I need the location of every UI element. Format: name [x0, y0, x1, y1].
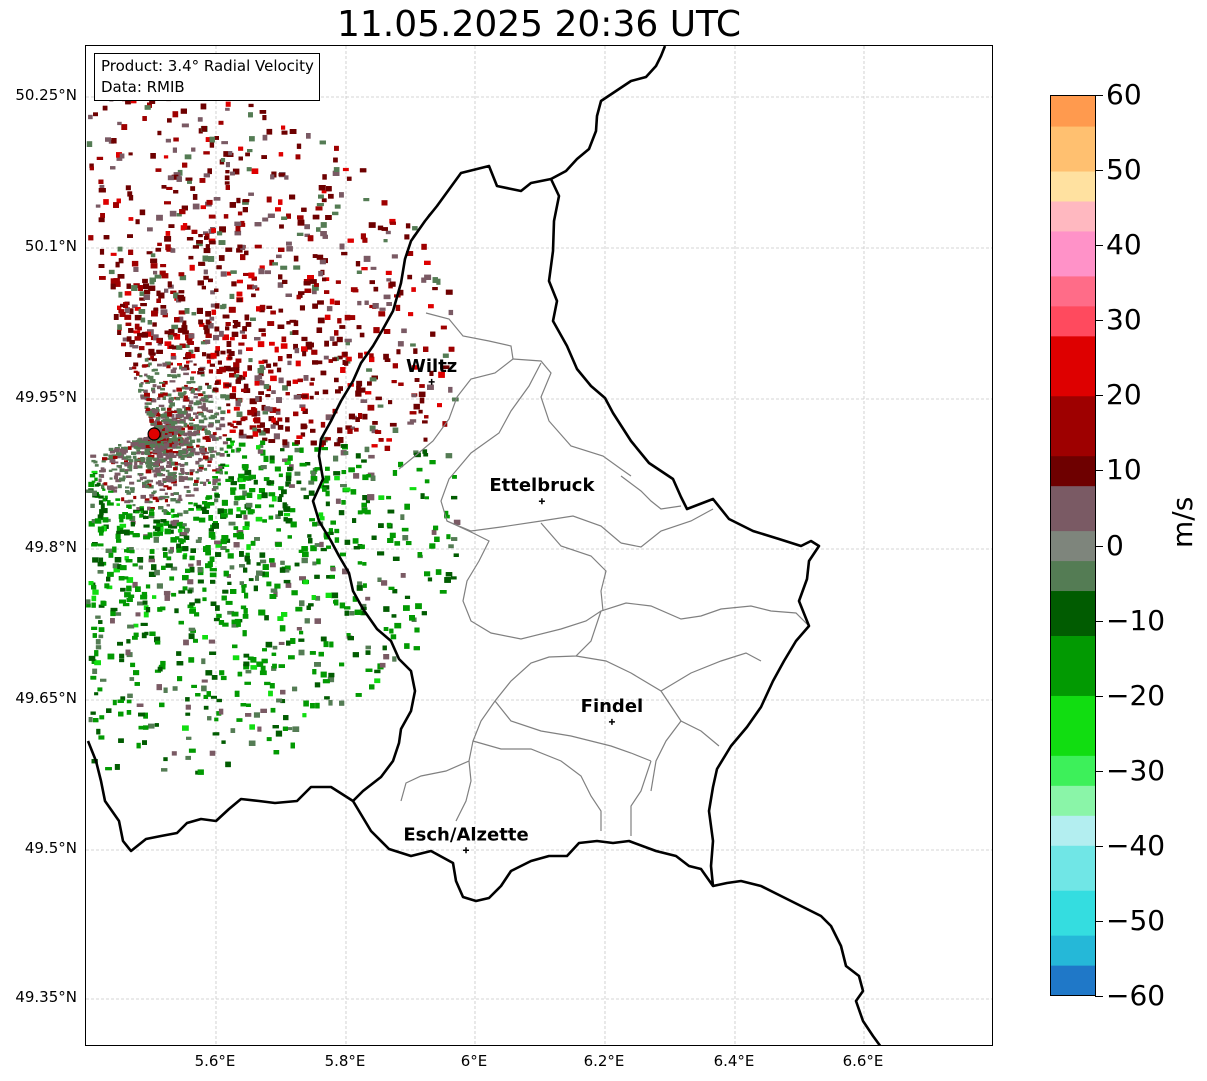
- city-marker-ettelbruck: [538, 498, 545, 505]
- map-title: 11.05.2025 20:36 UTC: [336, 4, 742, 45]
- colorbar-segment: [1051, 455, 1095, 487]
- colorbar-tick-label: 0: [1106, 528, 1124, 562]
- product-label: Product: 3.4° Radial Velocity: [101, 57, 314, 75]
- colorbar-tick-label: 30: [1106, 303, 1142, 337]
- colorbar-tick: [1095, 245, 1103, 247]
- radar-site-marker[interactable]: [147, 427, 161, 441]
- colorbar-tick-label: −20: [1106, 678, 1166, 712]
- colorbar-tick: [1095, 470, 1103, 472]
- city-label-ettelbruck: Ettelbruck: [489, 475, 595, 496]
- colorbar-gradient: [1051, 96, 1095, 995]
- country-borders: [86, 46, 882, 1045]
- radar-echoes: [86, 95, 461, 775]
- colorbar-segment: [1051, 170, 1095, 202]
- velocity-colorbar: [1050, 95, 1096, 996]
- product-info-box: Product: 3.4° Radial Velocity Data: RMIB: [94, 53, 320, 101]
- lon-label-6: 6°E: [460, 1052, 488, 1070]
- city-marker-esch-alzette: [463, 847, 470, 854]
- data-source-label: Data: RMIB: [101, 78, 185, 96]
- colorbar-tick: [1095, 545, 1103, 547]
- colorbar-tick: [1095, 320, 1103, 322]
- colorbar-segment: [1051, 230, 1095, 277]
- lon-label-6-2: 6.2°E: [583, 1052, 625, 1070]
- colorbar-segment: [1051, 815, 1095, 846]
- colorbar-segment: [1051, 890, 1095, 936]
- colorbar-tick-label: −50: [1106, 903, 1166, 937]
- colorbar-tick: [1095, 95, 1103, 96]
- colorbar-segment: [1051, 530, 1095, 562]
- colorbar-tick: [1095, 920, 1103, 922]
- colorbar-segment: [1051, 845, 1095, 891]
- lon-label-5-8: 5.8°E: [324, 1052, 366, 1070]
- colorbar-segment: [1051, 200, 1095, 232]
- colorbar-tick: [1095, 695, 1103, 697]
- lat-label-50-25: 50.25°N: [15, 86, 77, 104]
- colorbar-segment: [1051, 275, 1095, 307]
- city-marker-wiltz: [428, 378, 435, 385]
- city-label-esch-alzette: Esch/Alzette: [403, 824, 528, 845]
- city-marker-findel: [608, 718, 615, 725]
- colorbar-tick: [1095, 395, 1103, 397]
- colorbar-segment: [1051, 695, 1095, 756]
- colorbar-tick-label: −40: [1106, 828, 1166, 862]
- map-canvas[interactable]: Wiltz Ettelbruck Findel Esch/Alzette: [86, 46, 993, 1046]
- graticule: [86, 46, 992, 1045]
- colorbar-tick-label: −30: [1106, 753, 1166, 787]
- colorbar-segment: [1051, 560, 1095, 592]
- colorbar-tick-label: −10: [1106, 603, 1166, 637]
- lat-label-49-8: 49.8°N: [24, 538, 77, 556]
- colorbar-tick-label: 10: [1106, 453, 1142, 487]
- city-markers: Wiltz Ettelbruck Findel Esch/Alzette: [403, 356, 644, 854]
- colorbar-segment: [1051, 590, 1095, 636]
- lat-label-49-5: 49.5°N: [24, 839, 77, 857]
- colorbar-tick: [1095, 770, 1103, 772]
- border-detail: [412, 205, 438, 238]
- colorbar-tick: [1095, 996, 1103, 997]
- colorbar-tick-label: −60: [1106, 979, 1166, 1012]
- lon-label-5-6: 5.6°E: [194, 1052, 236, 1070]
- colorbar-unit-label: m/s: [1166, 496, 1199, 548]
- colorbar-segment: [1051, 96, 1095, 127]
- lat-label-49-65: 49.65°N: [15, 689, 77, 707]
- colorbar-segment: [1051, 785, 1095, 816]
- colorbar-segment: [1051, 755, 1095, 786]
- colorbar-tick-label: 20: [1106, 378, 1142, 412]
- colorbar-tick: [1095, 620, 1103, 622]
- colorbar-segment: [1051, 395, 1095, 457]
- city-label-findel: Findel: [581, 696, 644, 717]
- colorbar-segment: [1051, 485, 1095, 532]
- colorbar-segment: [1051, 635, 1095, 696]
- lat-label-50-1: 50.1°N: [24, 237, 77, 255]
- colorbar-segment: [1051, 305, 1095, 337]
- canton-borders: [398, 312, 810, 836]
- map-panel[interactable]: Wiltz Ettelbruck Findel Esch/Alzette Produc…: [85, 45, 993, 1046]
- colorbar-segment: [1051, 935, 1095, 966]
- lat-label-49-95: 49.95°N: [15, 388, 77, 406]
- colorbar-tick: [1095, 845, 1103, 847]
- colorbar-tick-label: 40: [1106, 228, 1142, 262]
- colorbar-segment: [1051, 965, 1095, 995]
- colorbar-tick-label: 50: [1106, 153, 1142, 187]
- city-label-wiltz: Wiltz: [406, 356, 457, 377]
- colorbar-tick: [1095, 170, 1103, 172]
- colorbar-tick-label: 60: [1106, 78, 1142, 111]
- lat-label-49-35: 49.35°N: [15, 988, 77, 1006]
- lon-label-6-6: 6.6°E: [842, 1052, 884, 1070]
- lon-label-6-4: 6.4°E: [713, 1052, 755, 1070]
- colorbar-segment: [1051, 335, 1095, 397]
- colorbar-segment: [1051, 125, 1095, 172]
